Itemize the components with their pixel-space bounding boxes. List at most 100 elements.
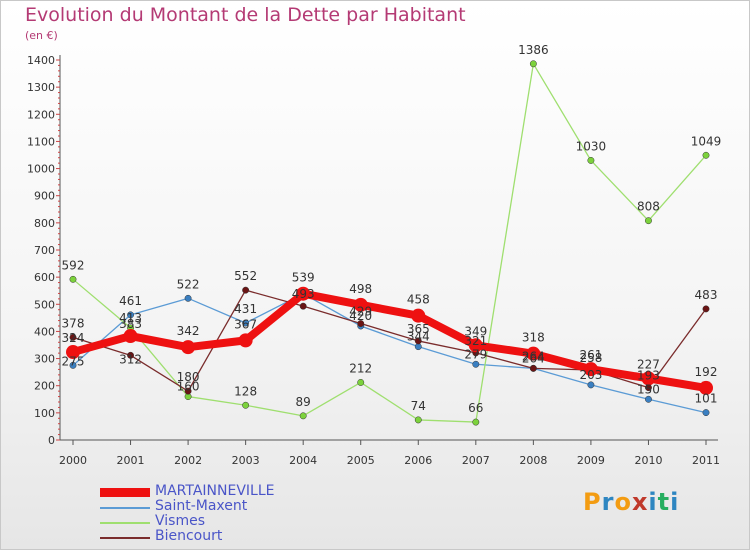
data-label: 1049 — [691, 134, 722, 148]
series-line-martainneville — [71, 289, 707, 392]
data-label: 365 — [407, 322, 430, 336]
data-label: 1030 — [576, 139, 607, 153]
logo-letter: t — [657, 488, 671, 516]
data-point-biencourt — [299, 302, 307, 310]
y-tick-label: 700 — [34, 244, 55, 257]
data-point-martainneville — [699, 380, 713, 395]
x-tick-label: 2004 — [289, 454, 317, 467]
data-label: 383 — [119, 317, 142, 331]
data-point-martainneville — [123, 329, 138, 344]
proxiti-logo: Proxiti — [583, 488, 679, 516]
chart-title: Evolution du Montant de la Dette par Hab… — [25, 4, 466, 26]
logo-letter: r — [601, 488, 615, 516]
y-tick-label: 800 — [34, 217, 55, 230]
x-tick-label: 2002 — [174, 454, 202, 467]
data-label: 150 — [637, 382, 660, 396]
legend-label: Vismes — [155, 513, 205, 529]
data-point-biencourt — [357, 320, 365, 328]
data-point-biencourt — [529, 364, 537, 372]
data-label: 458 — [407, 293, 430, 307]
data-label: 212 — [349, 361, 372, 375]
data-label: 227 — [637, 357, 660, 371]
data-label: 413 — [119, 311, 142, 325]
data-point-saint-maxent — [242, 319, 250, 327]
y-tick-label: 1000 — [27, 163, 55, 176]
data-point-martainneville — [411, 308, 426, 323]
data-label: 66 — [468, 401, 483, 415]
data-point-vismes — [242, 401, 250, 409]
data-label: 1386 — [518, 43, 549, 57]
x-tick-label: 2007 — [462, 454, 490, 467]
logo-letter: i — [648, 488, 658, 516]
data-label: 203 — [579, 368, 602, 382]
data-point-vismes — [69, 275, 77, 283]
data-label: 318 — [522, 331, 545, 345]
data-label: 261 — [579, 348, 602, 362]
data-label: 592 — [62, 258, 85, 272]
data-point-martainneville — [66, 345, 80, 360]
data-point-saint-maxent — [414, 343, 422, 351]
data-point-martainneville — [468, 338, 483, 353]
data-label: 264 — [522, 349, 545, 363]
data-point-saint-maxent — [127, 311, 134, 319]
data-label: 493 — [292, 287, 315, 301]
x-tick-label: 2000 — [59, 454, 87, 467]
data-point-saint-maxent — [184, 294, 192, 302]
data-point-biencourt — [184, 387, 192, 395]
x-tick-label: 2008 — [519, 454, 547, 467]
x-tick-label: 2003 — [232, 454, 260, 467]
logo-letter: x — [631, 488, 649, 516]
y-tick-label: 1400 — [27, 54, 55, 67]
y-tick-label: 1100 — [27, 135, 55, 148]
y-tick-label: 600 — [34, 271, 55, 284]
y-tick-label: 500 — [34, 298, 55, 311]
data-label: 275 — [62, 354, 85, 368]
data-point-biencourt — [702, 305, 710, 313]
legend-swatch — [100, 488, 150, 497]
data-point-martainneville — [641, 371, 656, 386]
x-tick-label: 2001 — [117, 454, 145, 467]
data-label: 321 — [464, 334, 487, 348]
series-line-saint-maxent — [72, 293, 707, 414]
data-label: 193 — [637, 369, 660, 383]
data-label: 264 — [522, 351, 545, 365]
data-point-vismes — [472, 418, 480, 426]
y-tick-label: 1300 — [27, 81, 55, 94]
data-point-martainneville — [181, 340, 196, 355]
data-label: 483 — [695, 288, 718, 302]
data-label: 378 — [62, 316, 85, 330]
data-point-vismes — [357, 379, 365, 386]
data-point-vismes — [587, 156, 595, 164]
data-label: 461 — [119, 294, 142, 308]
data-label: 420 — [349, 309, 372, 323]
data-point-saint-maxent — [645, 395, 652, 403]
data-point-vismes — [299, 412, 307, 420]
data-label: 344 — [407, 330, 430, 344]
data-label: 431 — [234, 302, 257, 316]
data-label: 74 — [411, 399, 426, 413]
x-tick-label: 2009 — [577, 454, 605, 467]
data-label: 498 — [349, 282, 372, 296]
data-point-martainneville — [583, 362, 598, 377]
legend-swatch — [100, 522, 150, 524]
legend-swatch — [100, 507, 150, 509]
data-point-biencourt — [69, 333, 77, 341]
x-tick-label: 2011 — [692, 454, 720, 467]
data-label: 128 — [234, 384, 257, 398]
data-point-biencourt — [242, 286, 250, 294]
legend-label: MARTAINNEVILLE — [155, 483, 275, 499]
logo-letter: o — [614, 488, 632, 516]
data-point-martainneville — [238, 333, 253, 348]
data-label: 101 — [695, 392, 718, 406]
data-point-vismes — [645, 217, 652, 225]
data-label: 808 — [637, 200, 660, 214]
data-label: 429 — [349, 305, 372, 319]
legend-label: Saint-Maxent — [155, 498, 248, 514]
data-label: 522 — [177, 277, 200, 291]
data-label: 552 — [234, 269, 257, 283]
data-label: 342 — [177, 324, 200, 338]
data-point-vismes — [702, 151, 710, 159]
data-point-saint-maxent — [472, 360, 480, 368]
data-point-martainneville — [353, 297, 368, 312]
